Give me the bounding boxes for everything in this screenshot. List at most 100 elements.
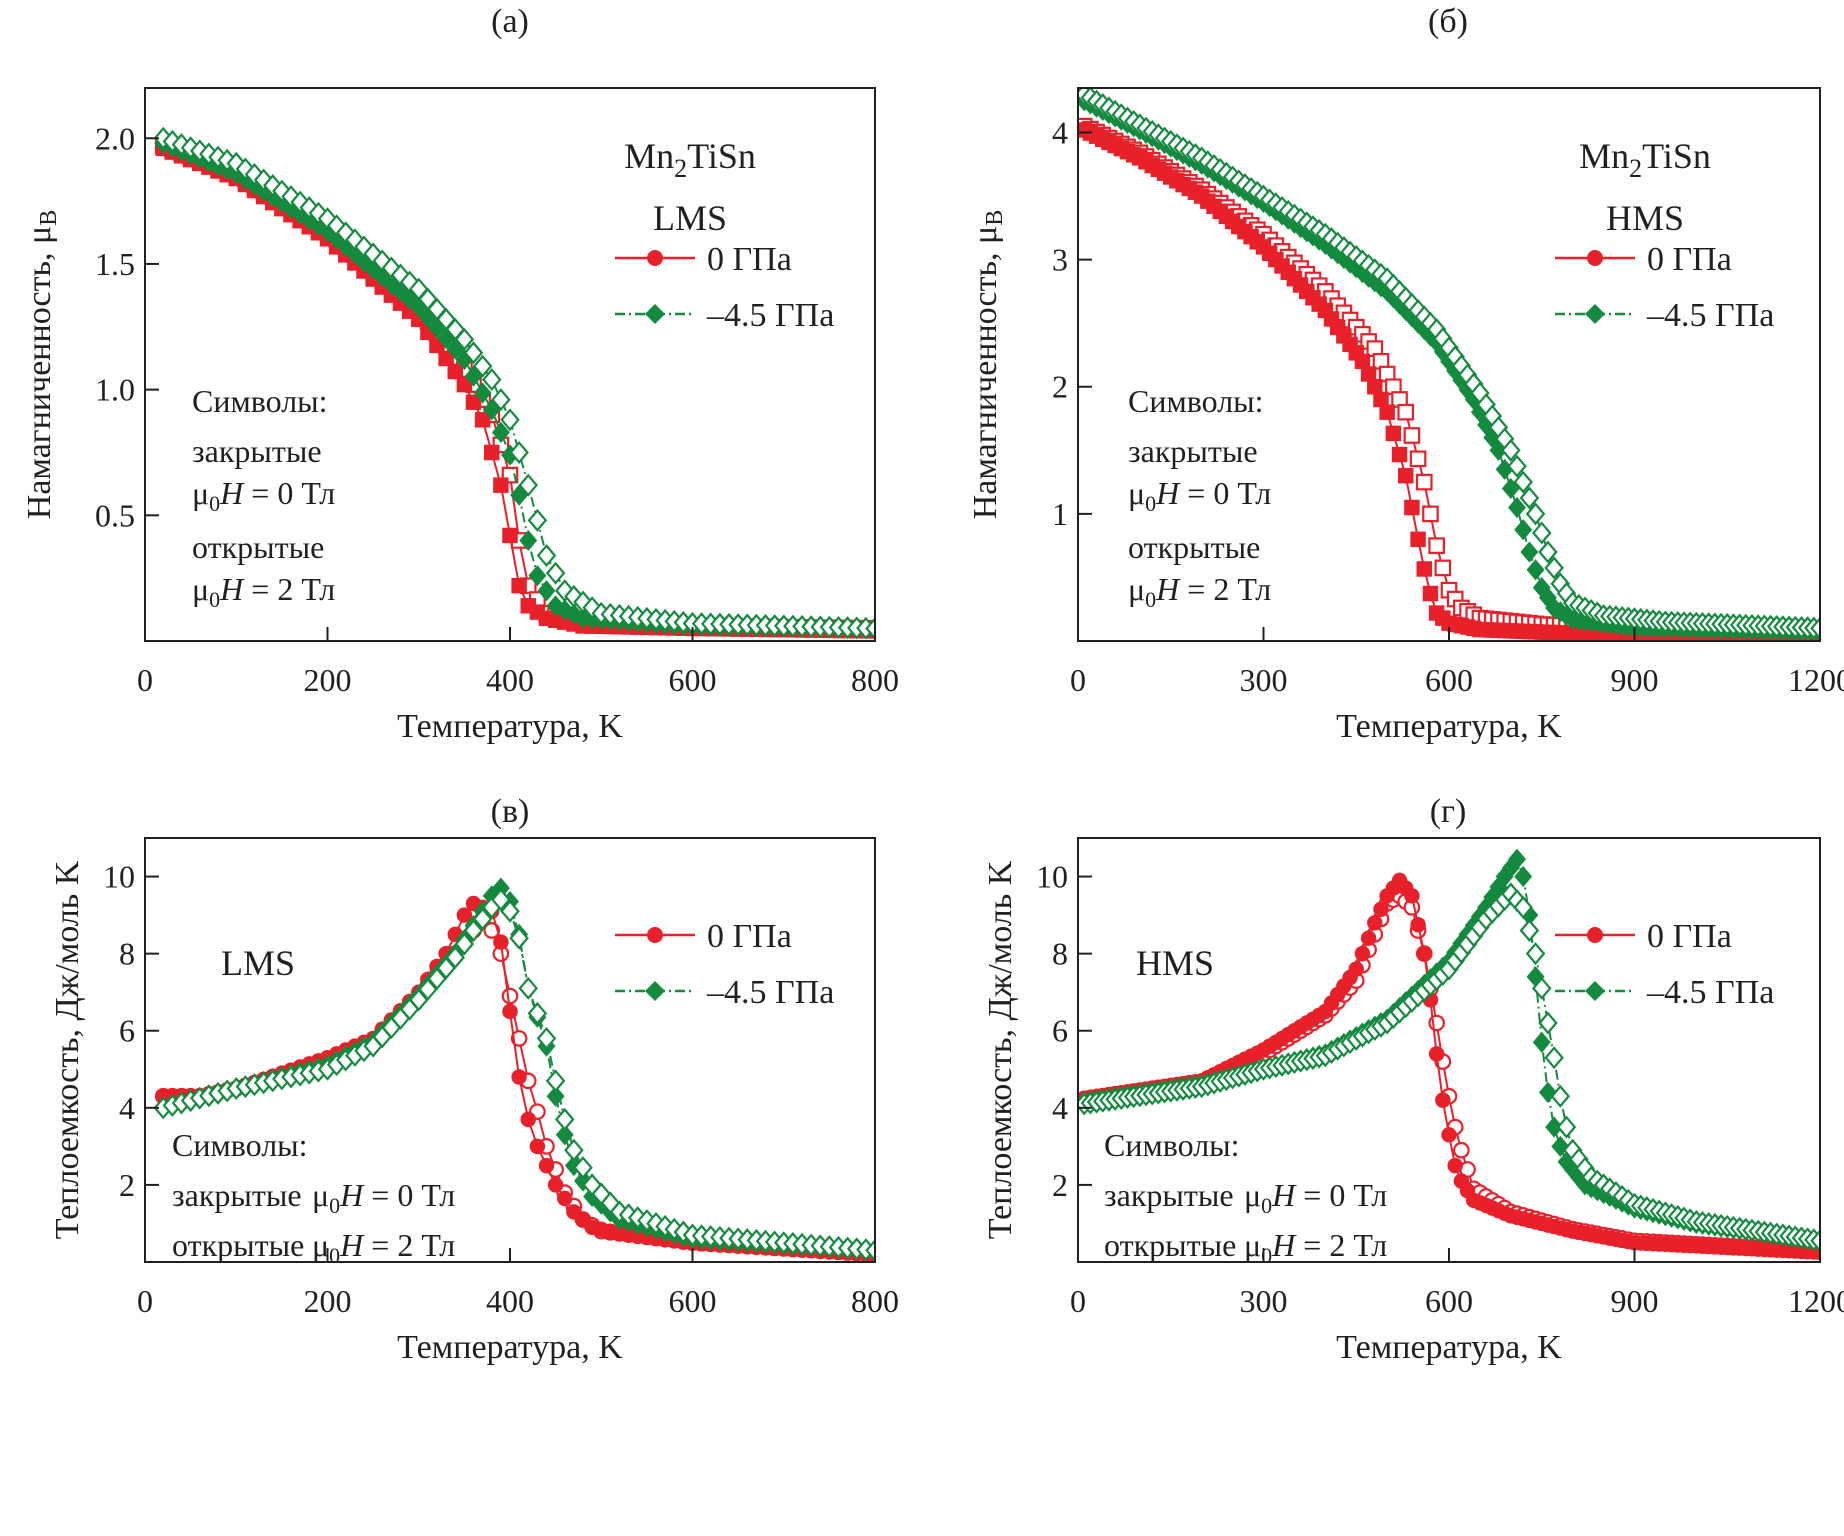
x-tick-label: 300 — [1240, 1283, 1288, 1319]
data-point — [527, 1001, 548, 1025]
data-point — [573, 590, 593, 614]
data-point — [1447, 1157, 1463, 1174]
symbols-note-a: Символы: закрытые μ0H = 0 Тл открытые μ0H = … — [192, 383, 335, 612]
data-point — [1385, 425, 1402, 442]
series-group — [153, 877, 875, 1262]
data-point — [1397, 468, 1414, 484]
legend-v: 0 ГПа –4.5 ГПа — [615, 918, 834, 1011]
data-point — [546, 1085, 565, 1107]
note-title: Символы: — [192, 383, 328, 419]
compound-formula: Mn2TiSn — [1579, 136, 1711, 183]
panel-a: (а) 0 200 400 600 800 0.5 1.0 1.5 2.0 Температур… — [21, 3, 899, 745]
data-point — [491, 421, 510, 443]
ticks-g: 0 300 600 900 1200 2 4 6 8 10 — [1036, 859, 1844, 1319]
data-point — [1810, 616, 1820, 640]
data-point — [536, 544, 557, 568]
x-tick-label: 800 — [851, 1283, 899, 1319]
note-closed-row: закрытые μ0H = 0 Тл — [172, 1177, 455, 1218]
data-point — [491, 888, 511, 912]
x-tick-label: 200 — [304, 662, 352, 698]
note-closed: закрытые — [1128, 433, 1258, 469]
data-point — [1404, 888, 1420, 904]
legend-label: –4.5 ГПа — [706, 297, 834, 334]
data-point — [1373, 901, 1389, 918]
data-point — [511, 577, 527, 594]
y-tick-label: 3 — [1052, 242, 1068, 278]
data-point — [1360, 930, 1377, 946]
panel-b: (б) 0 300 600 900 1200 1 2 3 4 Температура, K На… — [967, 3, 1844, 745]
phase-title-g: HMS — [1136, 943, 1214, 983]
y-axis-label-a: Намагниченность, μB — [21, 210, 62, 519]
data-point — [1410, 917, 1426, 933]
data-point — [1513, 470, 1533, 494]
data-point — [1416, 561, 1432, 577]
panel-label-b: (б) — [1428, 3, 1468, 40]
y-tick-label: 8 — [119, 936, 135, 972]
data-point — [501, 987, 519, 1005]
series-green-open — [153, 888, 875, 1262]
legend-label: –4.5 ГПа — [1646, 297, 1774, 334]
data-point — [865, 1238, 875, 1262]
y-tick-label: 2 — [119, 1167, 135, 1203]
data-point — [536, 1026, 557, 1050]
data-point — [1508, 848, 1526, 870]
note-title: Символы: — [172, 1127, 308, 1163]
note-field-2: μ0H = 2 Тл — [192, 571, 335, 612]
data-point — [474, 412, 491, 428]
data-point — [554, 1107, 575, 1131]
data-point — [1525, 502, 1546, 526]
series-green-open — [153, 126, 875, 640]
x-tick-label: 1200 — [1788, 1283, 1844, 1319]
data-point — [1525, 942, 1546, 966]
phase-label: LMS — [221, 943, 295, 983]
data-point — [865, 616, 875, 640]
legend-marker-circle — [1587, 927, 1603, 943]
note-field-2: μ0H = 2 Тл — [1128, 571, 1271, 612]
data-point — [1428, 1046, 1445, 1062]
y-tick-label: 2.0 — [95, 120, 135, 156]
data-point — [1544, 556, 1564, 580]
note-open: открытые — [192, 529, 324, 565]
data-point — [418, 977, 438, 1001]
data-point — [573, 1156, 593, 1180]
y-tick-label: 4 — [1052, 114, 1068, 150]
y-tick-label: 2 — [1052, 1167, 1068, 1203]
data-point — [1810, 1229, 1820, 1253]
data-point — [518, 473, 539, 497]
legend-marker-diamond — [1585, 304, 1605, 324]
x-tick-label: 900 — [1611, 662, 1659, 698]
data-point — [1556, 1115, 1577, 1139]
series-red-closed — [1078, 122, 1820, 641]
y-axis-label-b: Намагниченность, μB — [967, 210, 1008, 519]
y-tick-label: 6 — [1052, 1013, 1068, 1049]
data-point — [463, 919, 484, 942]
data-point — [1367, 915, 1383, 931]
data-point — [463, 341, 484, 365]
data-point — [1514, 519, 1533, 541]
data-point — [484, 444, 500, 461]
legend-b: 0 ГПа –4.5 ГПа — [1555, 241, 1774, 334]
plot-area-g — [1078, 848, 1820, 1261]
data-point — [465, 394, 482, 410]
data-point — [1508, 496, 1526, 519]
data-point — [1514, 865, 1533, 888]
series-group — [1078, 848, 1820, 1261]
data-point — [582, 1173, 602, 1197]
y-tick-label: 4 — [119, 1090, 135, 1126]
y-tick-label: 1.5 — [95, 246, 135, 282]
legend-label: 0 ГПа — [1647, 918, 1732, 955]
ticks-v: 0 200 400 600 800 2 4 6 8 10 — [103, 859, 899, 1319]
data-point — [502, 527, 518, 544]
legend-marker-circle — [647, 927, 663, 943]
data-point — [1531, 521, 1552, 545]
x-tick-label: 600 — [669, 1283, 717, 1319]
legend-label: –4.5 ГПа — [706, 974, 834, 1011]
legend-g: 0 ГПа –4.5 ГПа — [1555, 918, 1774, 1011]
data-point — [582, 596, 602, 620]
y-axis-label-subscript: B — [36, 210, 62, 226]
panel-label-a: (а) — [491, 3, 529, 40]
data-point — [538, 1157, 555, 1174]
data-point — [1416, 945, 1432, 962]
